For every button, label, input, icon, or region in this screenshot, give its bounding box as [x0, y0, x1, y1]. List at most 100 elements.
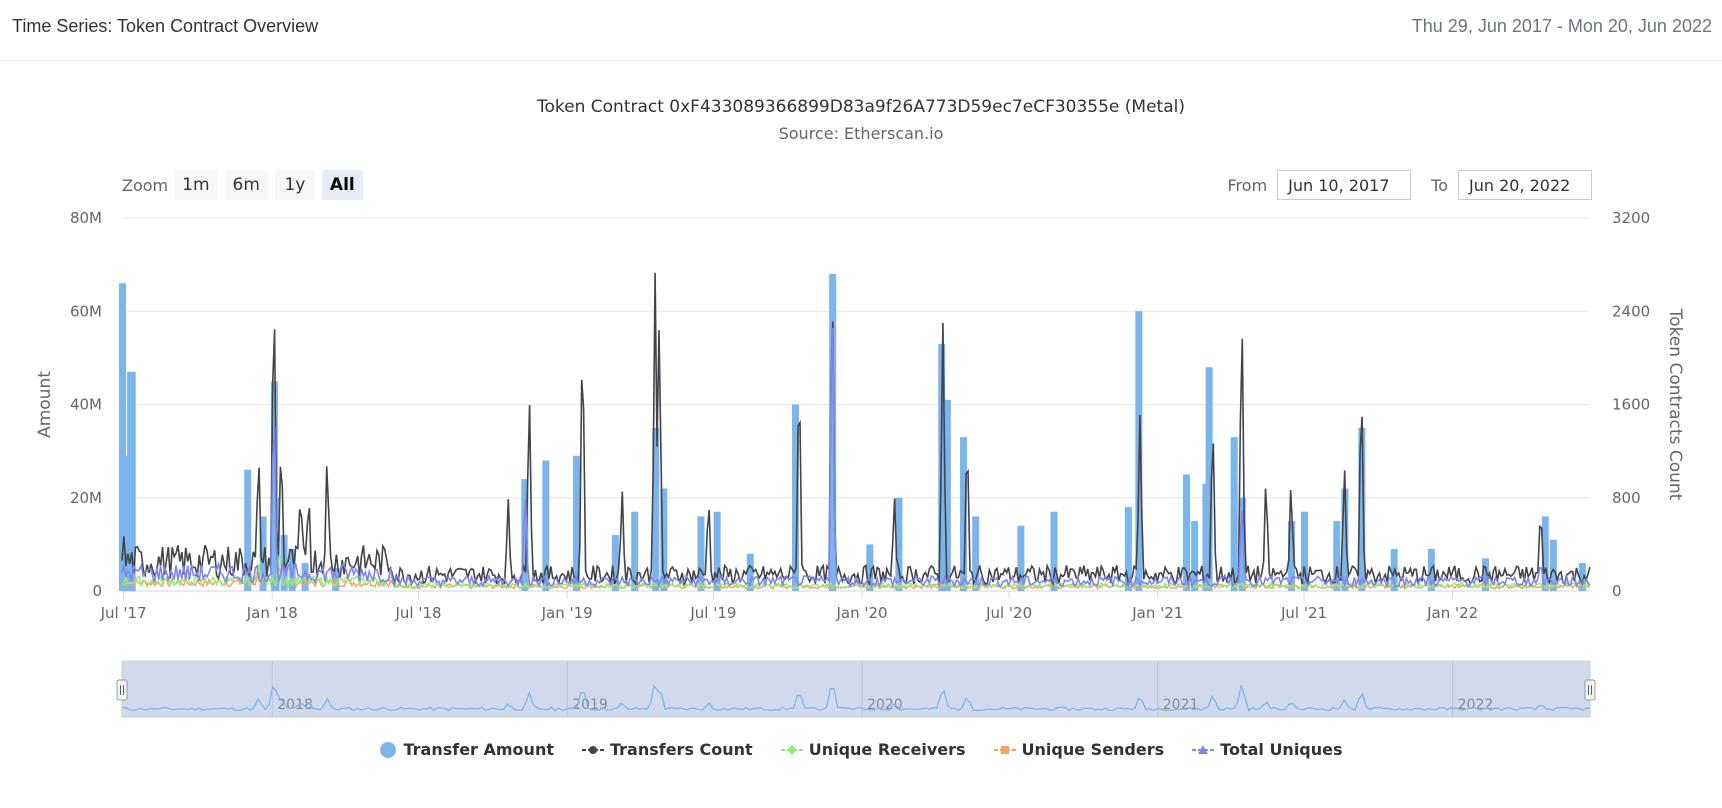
zoom-6m-button[interactable]: 6m	[224, 170, 268, 200]
transfer-amount-bar	[611, 535, 619, 591]
transfer-amount-bar	[521, 479, 529, 591]
chart-subtitle: Source: Etherscan.io	[778, 124, 944, 143]
transfer-amount-bar	[1578, 563, 1586, 591]
navigator-year-label: 2019	[572, 697, 608, 713]
transfer-amount-bar	[1549, 539, 1557, 591]
to-label: To	[1431, 175, 1448, 195]
chart-title: Token Contract 0xF433089366899D83a9f26A7…	[537, 97, 1185, 117]
transfer-amount-bar	[128, 371, 136, 591]
transfer-amount-bar	[829, 273, 837, 591]
y2-axis-tick-label: 3200	[1612, 209, 1650, 227]
x-axis-tick-label: Jan '18	[246, 604, 298, 622]
y-axis-tick-label: 60M	[70, 302, 102, 320]
legend-item-total-uniques[interactable]: Total Uniques	[1192, 740, 1343, 759]
zoom-1y-button[interactable]: 1y	[274, 170, 315, 200]
x-axis-tick-label: Jan '19	[541, 604, 593, 622]
circle-marker-icon	[380, 741, 397, 758]
x-axis-tick-label: Jan '20	[836, 604, 888, 622]
transfer-amount-bar	[301, 563, 309, 591]
total-uniques-line	[121, 327, 1591, 589]
transfer-amount-bar	[1481, 558, 1489, 591]
transfer-amount-bar	[1341, 488, 1349, 591]
transfer-amount-bar	[119, 283, 126, 591]
x-axis-tick-label: Jan '22	[1426, 604, 1478, 622]
legend-label: Total Uniques	[1220, 740, 1343, 759]
x-axis-tick-label: Jul '17	[100, 604, 147, 622]
transfer-amount-bar	[1050, 511, 1058, 591]
line-triangle-marker-icon	[1192, 744, 1215, 754]
y-axis-tick-label: 0	[92, 582, 102, 600]
transfer-amount-bar	[960, 437, 968, 591]
y-axis-tick-label: 20M	[70, 489, 102, 507]
navigator-year-label: 2018	[277, 697, 313, 713]
transfer-amount-bar	[1238, 497, 1246, 591]
legend-item-unique-receivers[interactable]: Unique Receivers	[780, 740, 966, 759]
zoom-all-button[interactable]: All	[321, 170, 363, 200]
navigator-year-label: 2021	[1163, 697, 1199, 713]
x-axis-tick-label: Jan '21	[1131, 604, 1183, 622]
legend-label: Transfer Amount	[403, 740, 554, 759]
transfer-amount-bar	[1288, 521, 1296, 591]
y2-axis-tick-label: 2400	[1612, 302, 1650, 320]
date-range-selector: From Jun 10, 2017 To Jun 20, 2022	[1228, 169, 1592, 201]
transfer-amount-bar	[660, 488, 668, 591]
transfer-amount-bar	[1017, 525, 1025, 591]
zoom-selector: Zoom 1m 6m 1y All	[122, 169, 370, 201]
page-title: Time Series: Token Contract Overview	[12, 16, 319, 36]
navigator-left-handle[interactable]	[116, 679, 128, 701]
zoom-1m-button[interactable]: 1m	[174, 170, 218, 200]
transfer-amount-bar	[1205, 367, 1213, 591]
navigator-series-line	[121, 684, 1591, 712]
transfer-amount-bar	[121, 455, 129, 591]
transfer-amount-bar	[697, 516, 705, 591]
x-axis-tick-label: Jul '20	[985, 604, 1032, 622]
x-axis-tick-label: Jul '19	[689, 604, 736, 622]
y-axis-tick-label: 40M	[70, 396, 102, 414]
zoom-label: Zoom	[122, 175, 169, 195]
y2-axis-tick-label: 800	[1612, 489, 1641, 507]
transfer-amount-bar	[895, 497, 903, 591]
transfer-amount-bar	[1300, 511, 1308, 591]
transfer-amount-bar	[866, 544, 874, 591]
transfer-amount-bar	[792, 404, 800, 591]
line-square-marker-icon	[993, 745, 1016, 754]
transfer-amount-bar	[652, 427, 660, 591]
navigator-right-handle[interactable]	[1584, 679, 1596, 701]
transfer-amount-bar	[573, 455, 581, 591]
legend-label: Transfers Count	[609, 740, 753, 759]
transfer-amount-bar	[270, 381, 278, 591]
transfer-amount-bar	[1230, 437, 1238, 591]
legend: Transfer Amount Transfers Count Unique R…	[0, 740, 1722, 759]
y-axis-title: Amount	[35, 371, 55, 438]
legend-item-transfers-count[interactable]: Transfers Count	[581, 740, 753, 759]
transfer-amount-bar	[1541, 516, 1549, 591]
transfer-amount-bar	[713, 511, 721, 591]
legend-item-transfer-amount[interactable]: Transfer Amount	[379, 740, 554, 759]
header-bar: Time Series: Token Contract Overview Thu…	[0, 0, 1722, 61]
transfer-amount-bar	[244, 469, 252, 591]
transfer-amount-bar	[943, 399, 951, 591]
transfer-amount-bar	[972, 516, 980, 591]
y2-axis-tick-label: 1600	[1612, 396, 1650, 414]
y2-axis-title: Token Contracts Count	[1665, 308, 1685, 501]
navigator-year-label: 2020	[867, 697, 903, 713]
transfer-amount-bar	[1333, 521, 1341, 591]
to-date-input[interactable]: Jun 20, 2022	[1458, 170, 1592, 200]
transfer-amount-bar	[746, 553, 754, 591]
transfers-count-line	[121, 272, 1591, 587]
from-date-input[interactable]: Jun 10, 2017	[1277, 170, 1412, 200]
y2-axis-tick-label: 0	[1612, 582, 1622, 600]
date-range-label: Thu 29, Jun 2017 - Mon 20, Jun 2022	[1411, 16, 1712, 36]
x-axis-tick-label: Jul '21	[1280, 604, 1327, 622]
line-diamond-marker-icon	[780, 744, 803, 755]
transfer-amount-bar	[1183, 474, 1191, 591]
transfer-amount-bar	[631, 511, 639, 591]
transfer-amount-bar	[259, 516, 267, 591]
from-label: From	[1227, 175, 1268, 195]
legend-item-unique-senders[interactable]: Unique Senders	[993, 740, 1165, 759]
transfer-amount-bar	[1358, 427, 1366, 591]
legend-label: Unique Senders	[1021, 740, 1165, 759]
transfer-amount-bar	[1191, 521, 1199, 591]
transfer-amount-bar	[542, 460, 550, 591]
